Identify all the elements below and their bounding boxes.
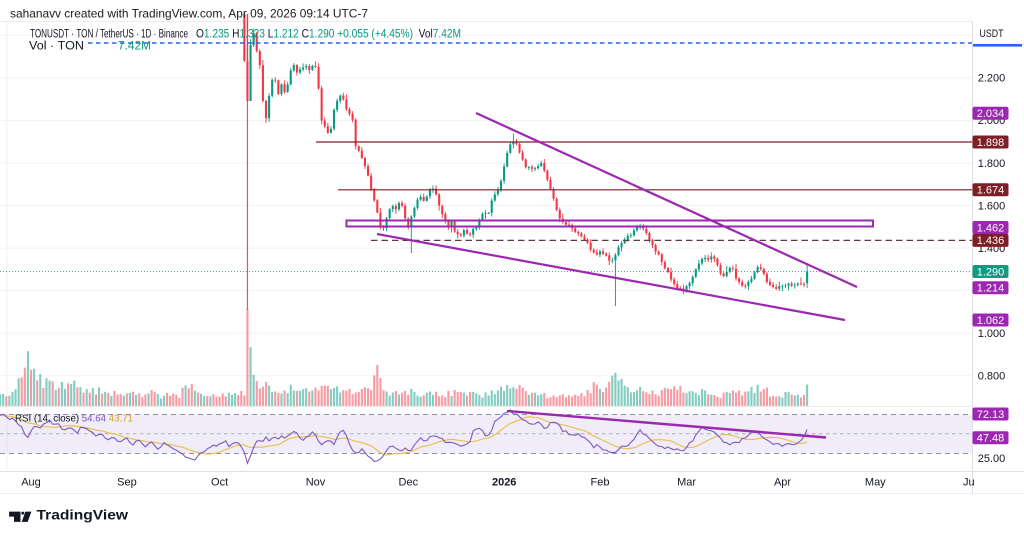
svg-text:Ju: Ju — [963, 477, 975, 489]
svg-text:Apr: Apr — [774, 477, 791, 489]
svg-text:May: May — [865, 477, 886, 489]
svg-text:Sep: Sep — [117, 477, 137, 489]
svg-text:25.00: 25.00 — [978, 453, 1006, 465]
svg-text:Oct: Oct — [211, 477, 228, 489]
svg-text:sahanavv created with TradingV: sahanavv created with TradingView.com, A… — [10, 7, 368, 21]
svg-text:1.436: 1.436 — [977, 235, 1005, 247]
svg-text:2.034: 2.034 — [977, 108, 1005, 120]
svg-text:Mar: Mar — [677, 477, 696, 489]
svg-text:1.898: 1.898 — [977, 137, 1005, 149]
svg-text:USDT: USDT — [980, 28, 1004, 40]
svg-text:1.290: 1.290 — [977, 266, 1005, 278]
svg-text:1.600: 1.600 — [978, 200, 1006, 212]
svg-text:2.200: 2.200 — [978, 73, 1006, 85]
svg-text:7.42M: 7.42M — [118, 41, 151, 53]
svg-text:Nov: Nov — [306, 477, 326, 489]
svg-text:Dec: Dec — [399, 477, 419, 489]
svg-text:1.674: 1.674 — [977, 185, 1005, 197]
svg-text:2026: 2026 — [492, 477, 516, 489]
svg-text:Vol · TON: Vol · TON — [29, 41, 84, 53]
svg-text:47.48: 47.48 — [977, 433, 1005, 445]
svg-text:1.214: 1.214 — [977, 283, 1005, 295]
svg-text:O1.235 H1.323 L1.212 C1.290 +0: O1.235 H1.323 L1.212 C1.290 +0.055 (+4.4… — [196, 29, 461, 41]
svg-text:0.800: 0.800 — [978, 371, 1006, 383]
svg-text:TONUSDT · TON / TetherUS · 1D: TONUSDT · TON / TetherUS · 1D · Binance — [30, 29, 188, 41]
svg-text:RSI (14, close) 54.64 43.71: RSI (14, close) 54.64 43.71 — [15, 413, 133, 425]
svg-text:Aug: Aug — [21, 477, 41, 489]
svg-text:1.062: 1.062 — [977, 315, 1005, 327]
svg-text:TradingView: TradingView — [37, 508, 129, 523]
svg-text:1.462: 1.462 — [977, 222, 1005, 234]
svg-text:1.800: 1.800 — [978, 158, 1006, 170]
svg-text:1.000: 1.000 — [978, 328, 1006, 340]
svg-text:Feb: Feb — [591, 477, 610, 489]
svg-text:72.13: 72.13 — [977, 409, 1005, 421]
